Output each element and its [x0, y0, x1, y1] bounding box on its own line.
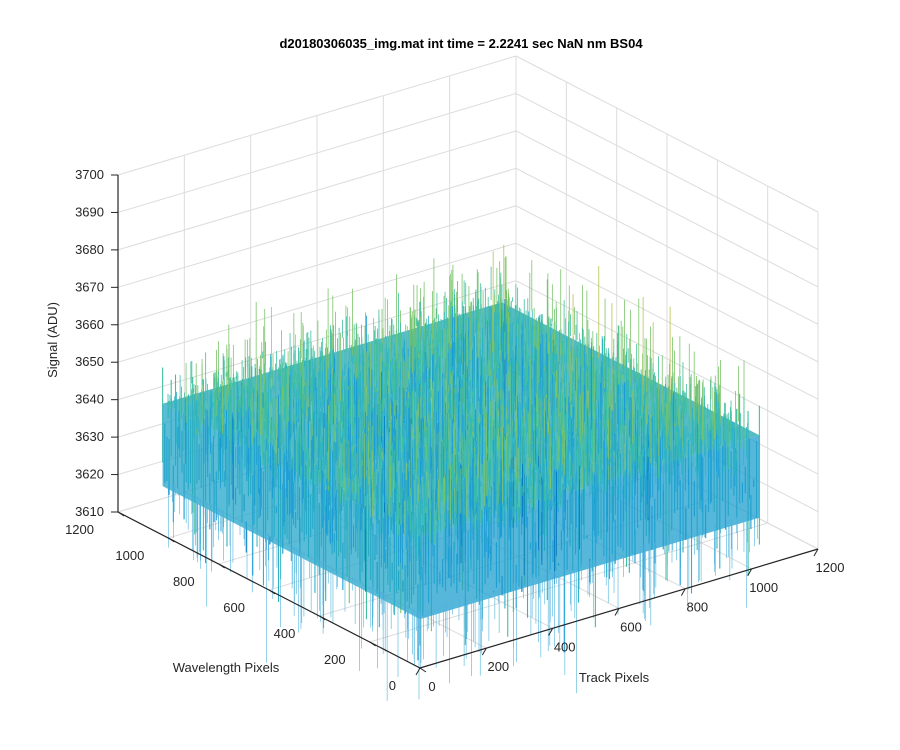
- surface-plot: [162, 244, 760, 701]
- grid-line: [117, 242, 517, 363]
- grid-line: [515, 55, 819, 213]
- grid-line: [515, 242, 819, 400]
- grid-line: [117, 92, 517, 213]
- surface-left-face: [162, 403, 421, 620]
- grid-line: [117, 130, 517, 251]
- grid-line: [117, 205, 517, 326]
- grid-line: [117, 55, 517, 176]
- grid-line: [117, 167, 517, 288]
- grid-line: [515, 130, 819, 288]
- surface-spikes: [167, 244, 758, 701]
- grid-line: [515, 167, 819, 325]
- grid-line: [515, 205, 819, 363]
- grid-line: [515, 280, 819, 438]
- grid-line: [515, 93, 819, 250]
- surface-front-face: [420, 435, 760, 620]
